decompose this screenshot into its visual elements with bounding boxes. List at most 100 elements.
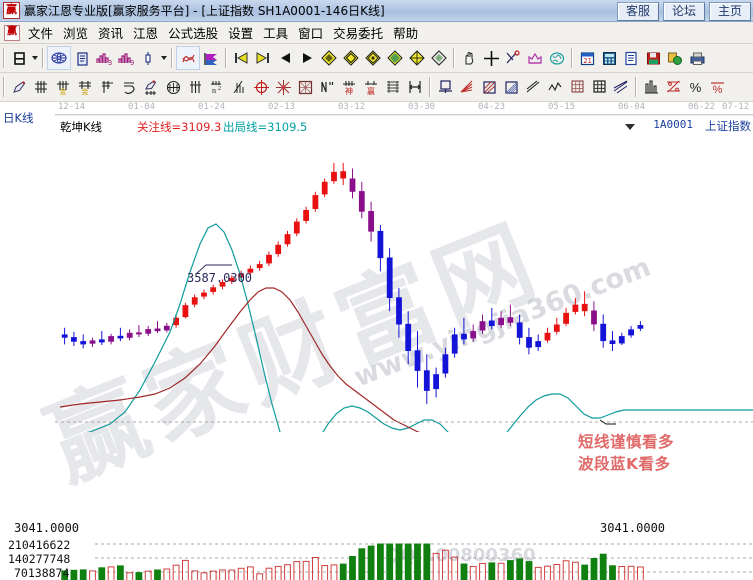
forum-button[interactable]: 论坛 [663,2,705,21]
target-circle-icon[interactable] [250,76,272,98]
menu-item-file[interactable]: 文件 [28,26,54,41]
chart-area[interactable]: 12-14 01-04 01-24 02-13 03-12 03-30 04-2… [0,102,753,580]
diamond-1-icon[interactable] [318,47,340,69]
printer-icon[interactable] [686,47,708,69]
focus-line-label: 关注线=3109.3 [137,120,222,134]
diamond-6-icon[interactable] [428,47,450,69]
menu-item-trade-order[interactable]: 交易委托 [333,26,384,41]
chart-k3-icon[interactable]: 3 [93,47,115,69]
menu-item-window[interactable]: 窗口 [298,26,324,41]
brain-icon[interactable] [546,47,568,69]
star-burst-icon[interactable] [272,76,294,98]
flag-color-icon[interactable] [200,47,222,69]
calculator-icon[interactable] [598,47,620,69]
bars-compare-icon[interactable] [640,76,662,98]
menu-item-help[interactable]: 帮助 [393,26,419,41]
pen-measure-icon[interactable] [140,76,162,98]
slope-lines-icon[interactable] [610,76,632,98]
menu-item-formula-screen[interactable]: 公式选股 [168,26,219,41]
hand-pan-icon[interactable] [458,47,480,69]
parallel-lines-icon[interactable] [522,76,544,98]
date-tick: 03-30 [408,102,436,112]
gann-gold-2-icon[interactable]: 金 [74,76,96,98]
frame-icon[interactable] [434,76,456,98]
box-shade-icon[interactable] [500,76,522,98]
diamond-5-icon[interactable] [406,47,428,69]
gann-gold-1-icon[interactable]: 金 [52,76,74,98]
gann-grid-icon[interactable] [30,76,52,98]
fan-lines-icon[interactable] [228,76,250,98]
span-arrow-icon[interactable] [404,76,426,98]
svg-text:金: 金 [60,87,67,95]
menu-item-news[interactable]: 资讯 [98,26,124,41]
homepage-button[interactable]: 主页 [709,2,751,21]
svg-text:金: 金 [82,87,89,95]
percent-bar-icon[interactable]: % [706,76,728,98]
scissors-icon[interactable] [502,47,524,69]
diamond-4-icon[interactable] [384,47,406,69]
dropdown-arrow-2[interactable] [159,47,168,69]
clipboard-icon[interactable] [71,47,93,69]
diamond-3-icon[interactable] [362,47,384,69]
toolbar-separator [571,48,573,68]
percent-icon[interactable]: % [684,76,706,98]
crown-icon[interactable] [524,47,546,69]
toolbar-separator [3,77,5,97]
grid-lines-icon[interactable] [184,76,206,98]
date-tick: 12-14 [58,102,86,112]
next-icon[interactable] [296,47,318,69]
square-web-icon[interactable] [294,76,316,98]
menu-item-settings[interactable]: 设置 [228,26,254,41]
gann-spiral-icon[interactable] [118,76,140,98]
menu-item-tools[interactable]: 工具 [263,26,289,41]
dropdown-arrow-1[interactable] [30,47,39,69]
diamond-2-icon[interactable] [340,47,362,69]
gann-fork-icon[interactable] [96,76,118,98]
pencil-draw-icon[interactable] [8,76,30,98]
date-tick: 01-24 [198,102,226,112]
volume-pane[interactable] [0,534,753,580]
menu-logo-icon: 赢 [4,24,20,41]
copy-globe-icon[interactable] [664,47,686,69]
first-page-icon[interactable] [230,47,252,69]
last-page-icon[interactable] [252,47,274,69]
notes-icon[interactable] [620,47,642,69]
high-price-label: 3587.0300 [187,271,253,285]
chart-k9-icon[interactable]: 9 [115,47,137,69]
zigzag-icon[interactable] [544,76,566,98]
price-pane[interactable]: 3587.0300 [0,132,753,432]
ladder-icon[interactable] [382,76,404,98]
chevron-down-icon[interactable] [625,124,635,130]
ying-grid-icon[interactable]: 赢 [360,76,382,98]
chart-period-label: 日K线 [3,111,34,125]
volume-label-top: 210416622 [8,538,71,552]
svg-text:%: % [689,80,701,94]
candle-single-icon[interactable] [137,47,159,69]
toolbar-primary: 3 9 [0,44,753,73]
calendar-layout-icon[interactable] [8,47,30,69]
circle-scale-icon[interactable] [162,76,184,98]
menu-item-browse[interactable]: 浏览 [63,26,89,41]
wave-mark-icon[interactable] [316,76,338,98]
crosshair-icon[interactable] [480,47,502,69]
customer-service-button[interactable]: 客服 [617,2,659,21]
date-tick: 07-12 [722,102,750,112]
prev-icon[interactable] [274,47,296,69]
toolbar-separator [429,77,431,97]
scribble-icon[interactable] [176,46,200,70]
date-tick: 01-04 [128,102,156,112]
menu-item-gann[interactable]: 江恩 [133,26,159,41]
grid-red-icon[interactable] [566,76,588,98]
percent-cross-icon[interactable] [662,76,684,98]
red-fan-icon[interactable] [456,76,478,98]
grid-dark-icon[interactable] [588,76,610,98]
save-icon[interactable] [642,47,664,69]
box-diag-icon[interactable] [478,76,500,98]
globe-network-icon[interactable] [47,46,71,70]
axis-line-shadow [55,115,753,116]
calendar-21-icon[interactable]: 21 [576,47,598,69]
shen-grid-icon[interactable]: 神 [338,76,360,98]
